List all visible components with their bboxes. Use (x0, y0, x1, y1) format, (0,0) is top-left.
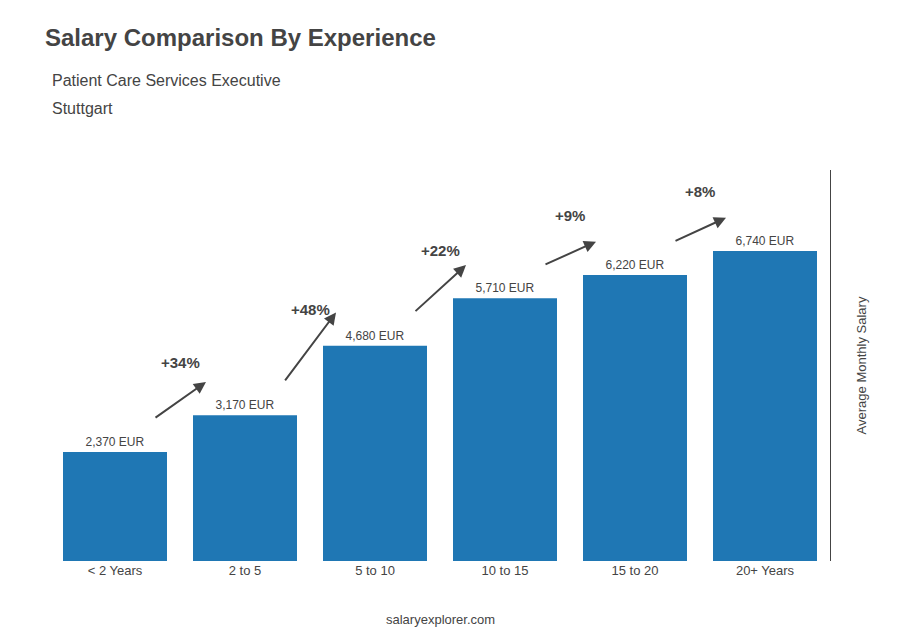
svg-text:Salary Comparison By Experienc: Salary Comparison By Experience (45, 24, 436, 51)
svg-text:5,710 EUR: 5,710 EUR (475, 281, 534, 295)
svg-text:6,220 EUR: 6,220 EUR (605, 258, 664, 272)
svg-text:6,740 EUR: 6,740 EUR (735, 234, 794, 248)
svg-text:+48%: +48% (291, 301, 330, 318)
svg-text:salaryexplorer.com: salaryexplorer.com (386, 612, 495, 627)
svg-text:10 to 15: 10 to 15 (482, 563, 529, 578)
svg-text:Average Monthly Salary: Average Monthly Salary (854, 296, 869, 434)
svg-text:20+ Years: 20+ Years (736, 563, 795, 578)
svg-text:2 to 5: 2 to 5 (229, 563, 262, 578)
svg-text:4,680 EUR: 4,680 EUR (345, 329, 404, 343)
svg-text:< 2 Years: < 2 Years (88, 563, 143, 578)
svg-text:+9%: +9% (555, 207, 585, 224)
svg-text:+34%: +34% (161, 354, 200, 371)
svg-text:3,170 EUR: 3,170 EUR (215, 398, 274, 412)
svg-text:+22%: +22% (421, 242, 460, 259)
svg-text:2,370 EUR: 2,370 EUR (85, 435, 144, 449)
svg-text:Stuttgart: Stuttgart (52, 100, 113, 117)
svg-text:+8%: +8% (685, 183, 715, 200)
svg-text:Patient Care Services Executiv: Patient Care Services Executive (52, 72, 281, 89)
svg-text:5 to 10: 5 to 10 (355, 563, 395, 578)
svg-text:15 to 20: 15 to 20 (612, 563, 659, 578)
